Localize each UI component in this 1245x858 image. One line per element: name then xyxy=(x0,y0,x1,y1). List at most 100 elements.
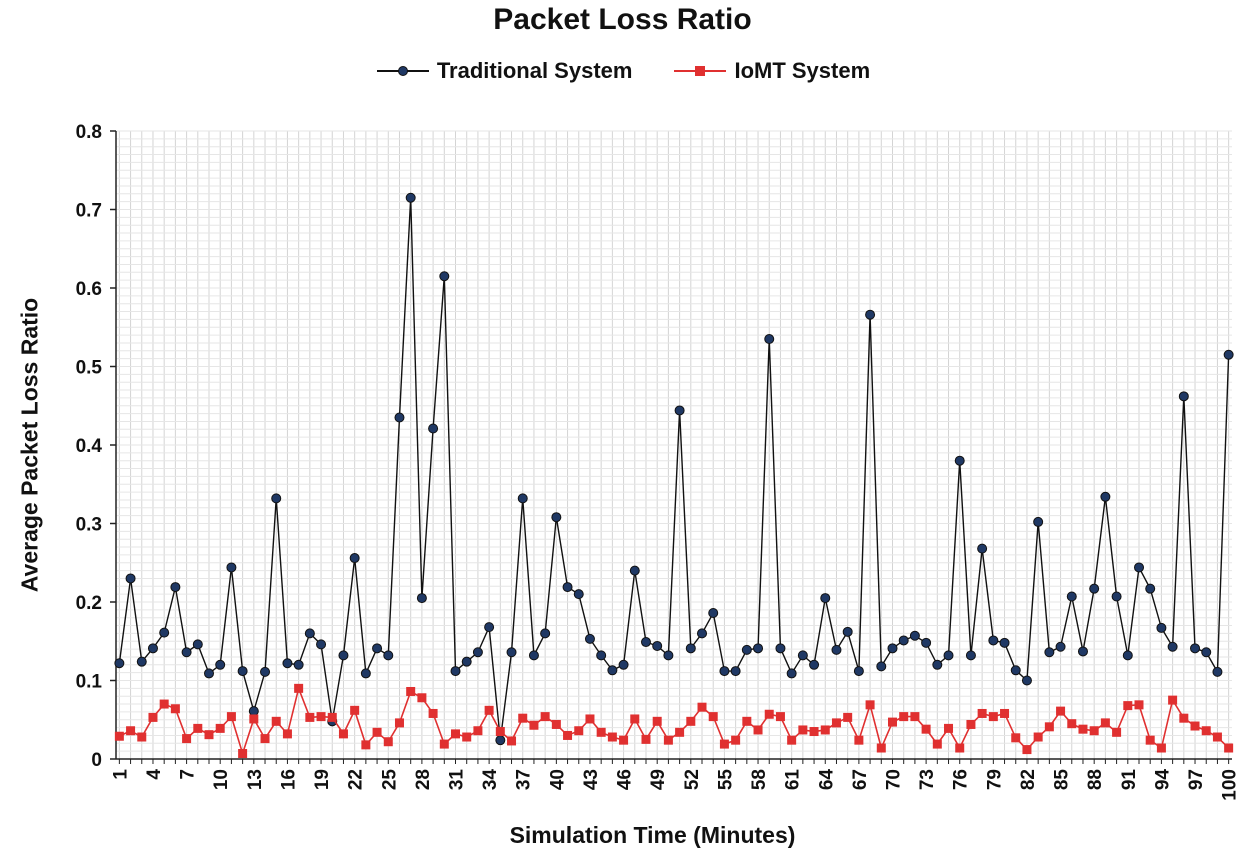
data-point-iomt xyxy=(932,739,942,749)
data-point-traditional xyxy=(383,650,394,661)
data-point-traditional xyxy=(528,650,539,661)
data-point-iomt xyxy=(1033,732,1043,742)
data-point-traditional xyxy=(853,666,864,677)
data-point-iomt xyxy=(249,714,259,724)
data-point-iomt xyxy=(820,725,830,735)
x-tick-label: 82 xyxy=(1018,769,1039,790)
data-point-iomt xyxy=(1100,718,1110,728)
data-point-traditional xyxy=(584,633,595,644)
data-point-traditional xyxy=(372,643,383,654)
data-point-traditional xyxy=(450,666,461,677)
legend-label-iomt: IoMT System xyxy=(734,58,871,83)
data-point-iomt xyxy=(899,712,909,722)
data-point-iomt xyxy=(350,705,360,715)
data-point-traditional xyxy=(360,668,371,679)
data-point-iomt xyxy=(731,735,741,745)
x-tick-label: 91 xyxy=(1119,769,1140,791)
data-point-iomt xyxy=(1067,719,1077,729)
data-point-traditional xyxy=(405,192,416,203)
data-point-iomt xyxy=(854,735,864,745)
data-point-iomt xyxy=(1011,733,1021,743)
data-point-traditional xyxy=(1145,583,1156,594)
data-point-iomt xyxy=(215,723,225,733)
data-point-iomt xyxy=(708,712,718,722)
data-point-traditional xyxy=(876,661,887,672)
data-point-traditional xyxy=(192,639,203,650)
data-point-iomt xyxy=(641,734,651,744)
data-point-iomt xyxy=(417,693,427,703)
data-point-traditional xyxy=(237,666,248,677)
x-tick-label: 52 xyxy=(682,769,703,790)
x-tick-label: 70 xyxy=(883,769,904,790)
x-tick-label: 76 xyxy=(951,769,972,790)
data-point-traditional xyxy=(753,643,764,654)
data-point-iomt xyxy=(193,723,203,733)
x-tick-label: 31 xyxy=(447,769,468,791)
data-point-traditional xyxy=(865,309,876,320)
x-tick-label: 34 xyxy=(480,769,501,791)
data-point-iomt xyxy=(563,730,573,740)
x-tick-label: 4 xyxy=(144,769,165,780)
y-tick-label: 0 xyxy=(91,750,102,771)
data-point-traditional xyxy=(786,668,797,679)
data-point-traditional xyxy=(1134,562,1144,573)
data-point-iomt xyxy=(574,726,584,736)
x-tick-label: 28 xyxy=(413,769,434,790)
data-point-iomt xyxy=(1089,726,1099,736)
x-tick-label: 94 xyxy=(1152,769,1173,791)
data-point-traditional xyxy=(640,637,651,648)
x-tick-label: 79 xyxy=(984,769,1005,790)
data-point-traditional xyxy=(484,622,495,633)
data-point-traditional xyxy=(1190,643,1201,654)
data-point-traditional xyxy=(461,656,472,667)
data-point-traditional xyxy=(954,455,965,466)
data-point-iomt xyxy=(159,699,169,709)
data-point-iomt xyxy=(675,727,685,737)
data-point-traditional xyxy=(831,644,842,655)
x-axis-label: Simulation Time (Minutes) xyxy=(509,822,796,848)
data-point-traditional xyxy=(125,573,136,584)
data-point-iomt xyxy=(148,712,158,722)
x-tick-label: 97 xyxy=(1186,769,1207,790)
x-tick-label: 58 xyxy=(749,769,770,790)
data-point-iomt xyxy=(126,726,136,736)
data-point-iomt xyxy=(540,712,550,722)
data-point-traditional xyxy=(1167,641,1178,652)
data-point-traditional xyxy=(909,630,920,641)
data-point-traditional xyxy=(809,659,820,670)
data-point-traditional xyxy=(1156,622,1167,633)
y-tick-label: 0.3 xyxy=(76,515,102,536)
data-point-traditional xyxy=(618,659,629,670)
legend-entry-iomt: IoMT System xyxy=(672,58,870,84)
x-tick-label: 22 xyxy=(346,769,367,790)
data-point-traditional xyxy=(719,666,730,677)
data-point-iomt xyxy=(383,737,393,747)
data-point-traditional xyxy=(663,650,674,661)
y-tick-label: 0.7 xyxy=(76,201,102,222)
x-tick-label: 85 xyxy=(1052,769,1073,791)
data-point-iomt xyxy=(372,727,382,737)
data-point-iomt xyxy=(484,705,494,715)
data-point-traditional xyxy=(215,659,226,670)
data-point-iomt xyxy=(753,725,763,735)
data-point-iomt xyxy=(865,700,875,710)
data-point-traditional xyxy=(932,659,943,670)
data-point-iomt xyxy=(327,712,337,722)
data-point-traditional xyxy=(506,647,517,658)
data-point-iomt xyxy=(551,719,561,729)
data-point-traditional xyxy=(428,423,439,434)
data-point-iomt xyxy=(305,712,315,722)
data-point-iomt xyxy=(630,714,640,724)
data-point-iomt xyxy=(473,726,483,736)
data-point-iomt xyxy=(406,686,416,696)
x-tick-label: 10 xyxy=(211,769,232,790)
data-point-iomt xyxy=(607,732,617,742)
data-point-iomt xyxy=(764,709,774,719)
data-point-iomt xyxy=(944,723,954,733)
data-point-iomt xyxy=(1224,743,1234,753)
data-point-traditional xyxy=(551,512,562,523)
data-point-traditional xyxy=(226,562,237,573)
data-point-traditional xyxy=(674,405,685,416)
data-point-iomt xyxy=(921,724,931,734)
legend-swatch-traditional xyxy=(376,66,429,76)
